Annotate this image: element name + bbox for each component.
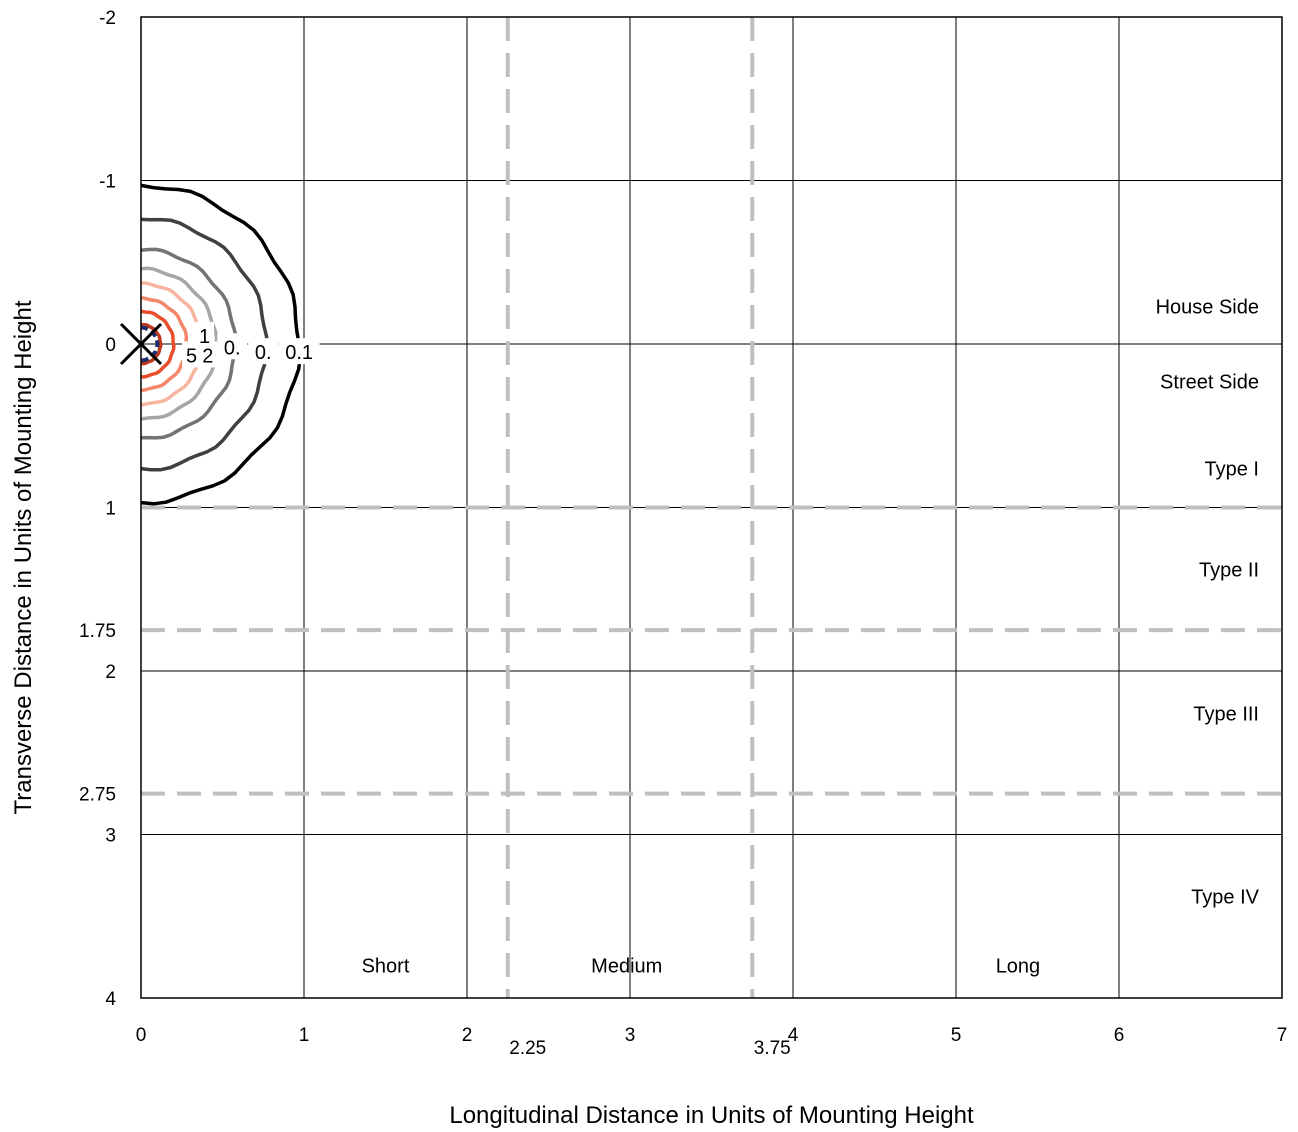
x-tick-label: 5 (951, 1025, 962, 1046)
x-tick-label: 4 (788, 1025, 799, 1046)
region-label: Type II (1199, 560, 1259, 582)
contour-label-background (278, 338, 320, 365)
contour-line (140, 325, 160, 363)
region-label: Medium (591, 955, 662, 977)
region-labels: House Side Street Side Type I Type II Type I… (362, 296, 1260, 977)
contour-line (140, 322, 163, 366)
y-tick-label: 2 (105, 662, 116, 683)
y-tick-label: 3 (105, 826, 116, 847)
x-axis-ticks: 0 1 2 3 4 5 6 7 2.25 3.75 (136, 1025, 1288, 1059)
region-label: Short (362, 955, 410, 977)
x-tick-label: 2 (462, 1025, 473, 1046)
contour-label-background (217, 333, 248, 360)
y-tick-label: 0 (105, 335, 116, 356)
region-label: Type III (1193, 704, 1259, 726)
x-tick-label: 1 (299, 1025, 310, 1046)
region-label: Street Side (1160, 372, 1259, 394)
contour-label-background (248, 338, 279, 365)
contour-label: 5 (186, 345, 197, 367)
y-tick-label: -2 (99, 8, 116, 29)
x-axis-title: Longitudinal Distance in Units of Mounti… (449, 1102, 974, 1129)
contour-label-background (195, 321, 215, 348)
contour-label-background (198, 341, 218, 368)
contour-label: 0. (224, 337, 241, 359)
x-tick-label: 3 (625, 1025, 636, 1046)
reference-line-label: 3.75 (754, 1038, 791, 1059)
region-label: Long (996, 955, 1041, 977)
contour-label: 2 (202, 345, 213, 367)
reference-line-label: 1.75 (79, 621, 116, 642)
x-tick-label: 0 (136, 1025, 147, 1046)
contour-label-background (182, 341, 202, 368)
reference-line-label: 2.25 (509, 1038, 546, 1059)
contour-label: 1 (199, 326, 210, 348)
plot-area-border (140, 16, 1283, 999)
region-label: House Side (1156, 296, 1259, 318)
x-tick-label: 6 (1114, 1025, 1125, 1046)
contour-labels: 5 21 0. 0. 0.1 (182, 321, 320, 368)
contour-label: 0.1 (285, 342, 313, 364)
y-tick-label: -1 (99, 172, 116, 193)
y-axis-ticks: -2 -1 0 1 2 3 4 1.75 2.75 (79, 8, 116, 1010)
y-tick-label: 1 (105, 499, 116, 520)
x-tick-label: 7 (1277, 1025, 1288, 1046)
y-tick-label: 4 (105, 989, 116, 1010)
region-label: Type I (1205, 458, 1259, 480)
classification-lines (141, 17, 1282, 998)
region-label: Type IV (1191, 887, 1259, 909)
y-axis-title: Transverse Distance in Units of Mounting… (10, 300, 37, 814)
contour-label: 0. (255, 342, 272, 364)
reference-line-label: 2.75 (79, 785, 116, 806)
contour-line (140, 309, 176, 379)
